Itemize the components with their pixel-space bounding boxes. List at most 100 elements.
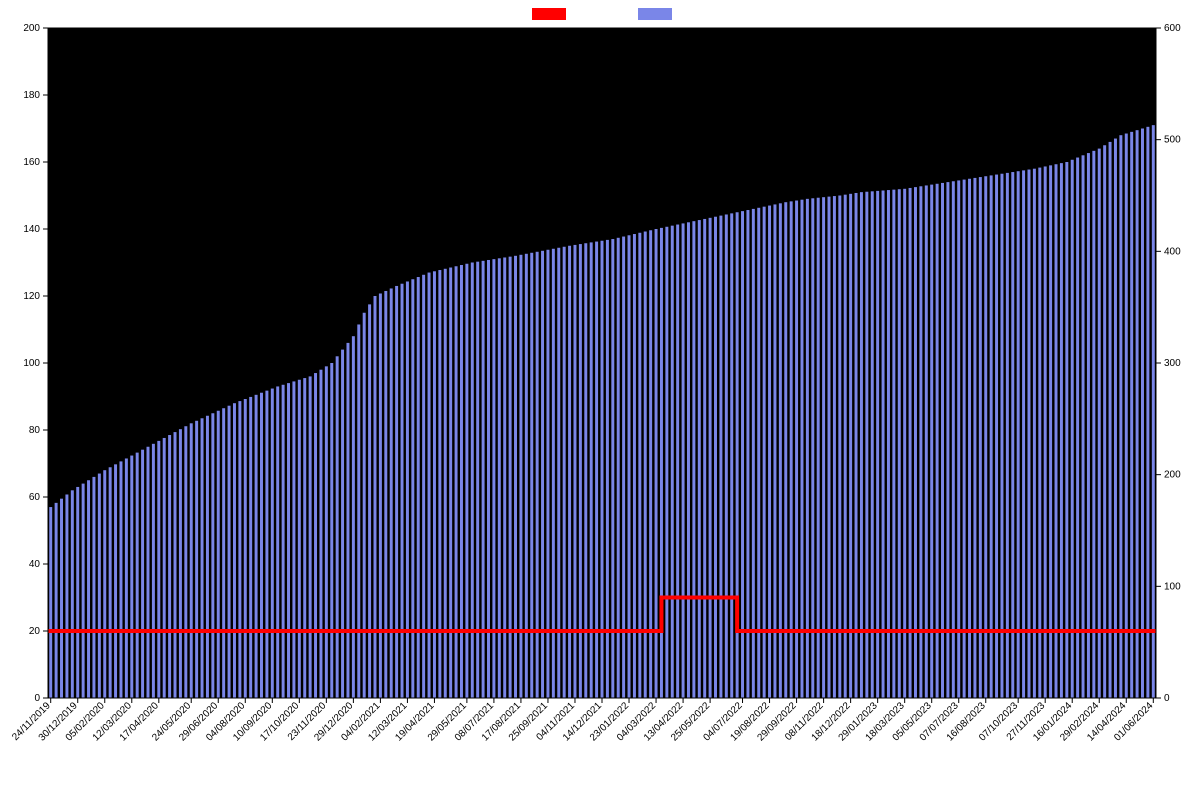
- bar: [622, 237, 625, 698]
- bar: [249, 397, 252, 698]
- y-right-tick-label: 0: [1164, 693, 1170, 704]
- bar: [368, 304, 371, 698]
- bar: [800, 200, 803, 698]
- bar: [763, 207, 766, 698]
- bar: [1125, 134, 1128, 698]
- bar: [687, 222, 690, 698]
- bar: [1033, 169, 1036, 698]
- bar: [1006, 173, 1009, 698]
- y-right-tick-label: 400: [1164, 246, 1181, 257]
- bar: [309, 376, 312, 698]
- bar: [1114, 139, 1117, 698]
- bar: [1044, 166, 1047, 698]
- bar: [433, 271, 436, 698]
- bar: [92, 477, 95, 698]
- bar: [833, 196, 836, 698]
- bar: [1071, 160, 1074, 698]
- legend-swatch: [638, 8, 672, 20]
- bar: [195, 421, 198, 698]
- bar: [990, 175, 993, 698]
- bar: [682, 223, 685, 698]
- bar: [60, 499, 63, 698]
- bar: [109, 467, 112, 698]
- bar: [698, 220, 701, 698]
- bar: [860, 192, 863, 698]
- bar: [692, 221, 695, 698]
- bar: [114, 464, 117, 698]
- bar: [228, 406, 231, 698]
- bar: [238, 401, 241, 698]
- bar: [817, 198, 820, 698]
- bar: [352, 336, 355, 698]
- bar: [790, 201, 793, 698]
- bar: [828, 197, 831, 698]
- bar: [346, 343, 349, 698]
- bar: [98, 474, 101, 698]
- bar: [233, 403, 236, 698]
- bar: [1076, 158, 1079, 698]
- bar: [709, 218, 712, 698]
- bar: [222, 408, 225, 698]
- bar: [401, 284, 404, 698]
- bar: [968, 179, 971, 698]
- bar: [725, 214, 728, 698]
- bar: [1017, 171, 1020, 698]
- bar: [914, 187, 917, 698]
- bar: [919, 186, 922, 698]
- bar: [946, 182, 949, 698]
- bar: [147, 447, 150, 698]
- bar: [260, 393, 263, 698]
- bar: [1103, 145, 1106, 698]
- legend-swatch: [532, 8, 566, 20]
- bar: [55, 503, 58, 698]
- bar: [363, 313, 366, 698]
- bar: [1065, 162, 1068, 698]
- bar: [1146, 127, 1149, 698]
- bar: [703, 219, 706, 698]
- bar: [87, 480, 90, 698]
- bar: [417, 277, 420, 698]
- bar: [649, 230, 652, 698]
- bar: [644, 232, 647, 698]
- bar: [374, 296, 377, 698]
- bar: [963, 180, 966, 698]
- bar: [357, 324, 360, 698]
- bar: [811, 198, 814, 698]
- bar: [82, 484, 85, 698]
- bar: [168, 435, 171, 698]
- bar: [152, 444, 155, 698]
- bar: [984, 176, 987, 698]
- bar: [65, 494, 68, 698]
- bar: [265, 391, 268, 698]
- bar: [336, 356, 339, 698]
- bar: [1092, 151, 1095, 698]
- bar: [882, 190, 885, 698]
- bar: [887, 190, 890, 698]
- bar: [806, 199, 809, 698]
- bar: [979, 177, 982, 698]
- y-left-tick-label: 120: [23, 291, 40, 302]
- bar: [217, 411, 220, 698]
- bar: [190, 423, 193, 698]
- bar: [655, 229, 658, 698]
- bar: [136, 453, 139, 698]
- bar: [871, 191, 874, 698]
- bar: [1011, 172, 1014, 698]
- bar: [1027, 170, 1030, 698]
- bar: [49, 507, 52, 698]
- bar: [422, 275, 425, 698]
- bar: [617, 238, 620, 698]
- y-left-tick-label: 80: [29, 425, 41, 436]
- bar: [741, 211, 744, 698]
- bar: [460, 265, 463, 698]
- bar: [255, 395, 258, 698]
- bar: [768, 206, 771, 698]
- bar: [757, 208, 760, 698]
- bar: [838, 196, 841, 699]
- bar: [341, 350, 344, 698]
- bar: [1038, 168, 1041, 698]
- y-right-tick-label: 300: [1164, 358, 1181, 369]
- y-right-tick-label: 200: [1164, 470, 1181, 481]
- y-left-tick-label: 180: [23, 90, 40, 101]
- bar: [71, 490, 74, 698]
